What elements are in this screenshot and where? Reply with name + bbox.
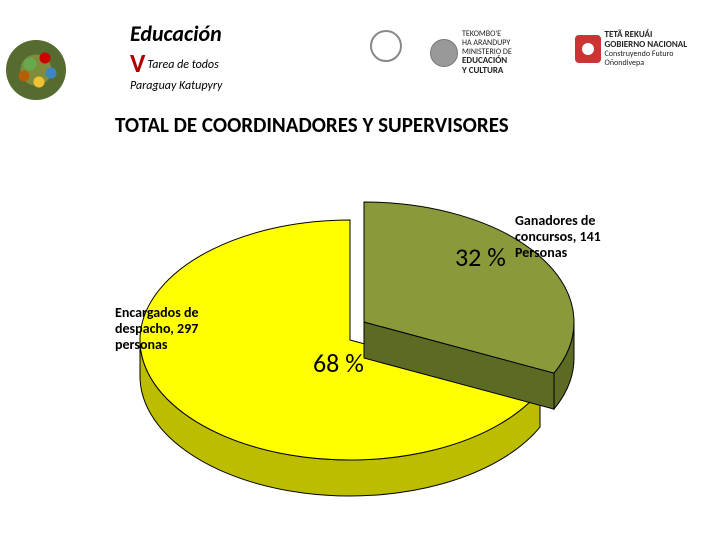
edu-sub1: Tarea de todos	[147, 58, 218, 72]
mec-badge-icon	[430, 39, 458, 67]
edu-sub2: Paraguay Katupyry	[130, 79, 340, 93]
chart-title: TOTAL DE COORDINADORES Y SUPERVISORES	[115, 112, 509, 138]
lbl-r-3: Personas	[515, 244, 567, 261]
lbl-r-2: concursos, 141	[515, 228, 601, 245]
gob-nacional-logo: TETÃ REKUÁI GOBIERNO NACIONAL Construyen…	[575, 30, 705, 78]
emblem-icon	[370, 30, 402, 62]
edu-title: Educación	[130, 20, 340, 47]
slice-label-ganadores: Ganadores de concursos, 141 Personas	[515, 213, 675, 261]
header-logos: Educación VTarea de todos Paraguay Katup…	[0, 12, 720, 82]
mec-l5: Y CULTURA	[462, 66, 512, 76]
slice-label-encargados: Encargados de despacho, 297 personas	[115, 305, 235, 353]
pie-chart: Ganadores de concursos, 141 Personas 32 …	[115, 165, 585, 505]
gob-l3: Construyendo Futuro Oñondivepa	[605, 49, 674, 68]
national-emblem	[370, 30, 410, 78]
lbl-r-1: Ganadores de	[515, 212, 595, 229]
lbl-l-2: despacho, 297	[115, 320, 198, 337]
check-v-icon: V	[130, 47, 145, 79]
educacion-logo: Educación VTarea de todos Paraguay Katup…	[130, 20, 340, 82]
lbl-l-3: personas	[115, 336, 168, 353]
slice-percent-68: 68 %	[313, 347, 364, 379]
gob-badge-icon	[575, 35, 601, 63]
mec-logo: TEKOMBO'E HA ARANDUPY MINISTERIO DE EDUC…	[430, 30, 560, 78]
globe-icon	[6, 40, 66, 100]
slice-percent-32: 32 %	[455, 241, 506, 273]
lbl-l-1: Encargados de	[115, 304, 199, 321]
